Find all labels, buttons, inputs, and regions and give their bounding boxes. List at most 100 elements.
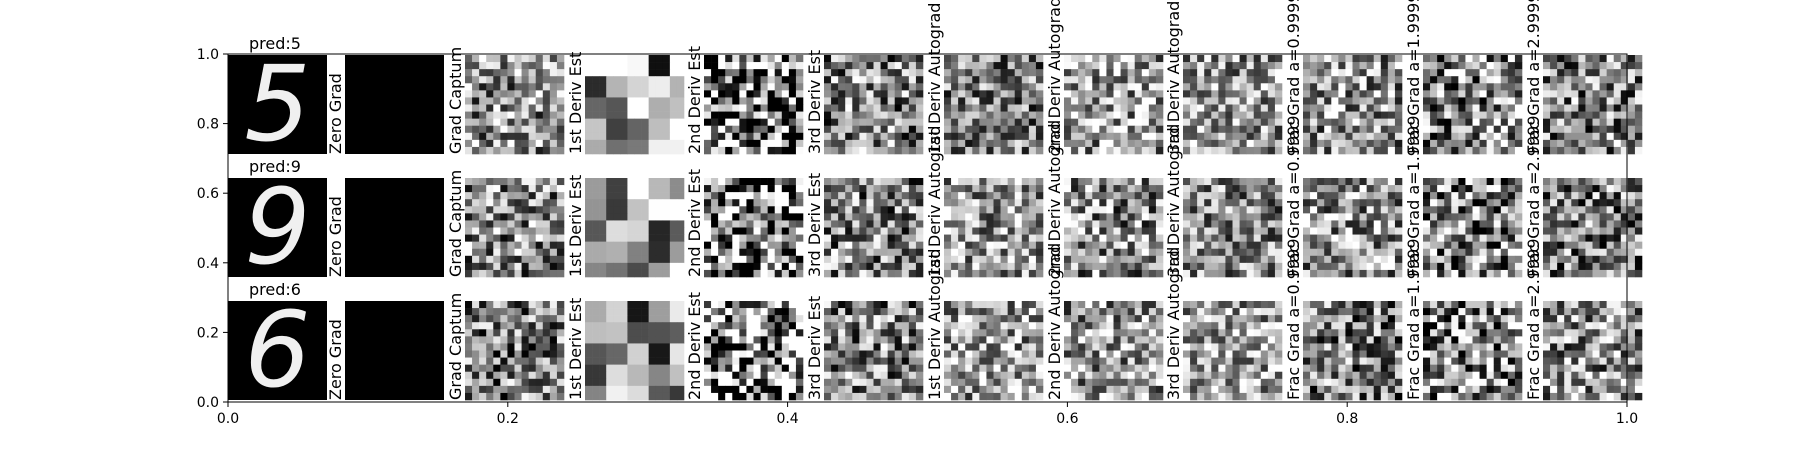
pixel [859,234,867,242]
pixel [993,139,1001,148]
pixel [1239,83,1247,91]
pixel [852,55,860,63]
pixel [944,308,952,316]
pixel [1352,111,1360,119]
pixel [1387,125,1396,134]
pixel [493,199,501,207]
pixel [1092,248,1100,257]
pixel [993,269,1001,278]
pixel [1225,227,1233,235]
pixel [866,378,874,387]
pixel [1078,392,1086,401]
pixel [965,315,973,323]
pixel [1035,336,1044,344]
pixel [1064,76,1072,84]
pixel [669,308,678,316]
pixel [1274,125,1283,134]
pixel [535,269,544,278]
pixel [521,262,529,271]
pixel [1493,83,1502,91]
pixel [760,104,768,112]
pixel [500,262,508,271]
pixel [1190,255,1198,264]
pixel [845,262,853,271]
pixel [1071,241,1079,250]
pixel [1373,139,1382,148]
pixel [521,234,529,242]
pixel [739,90,747,98]
pixel [1387,371,1396,380]
pixel [486,301,494,309]
pixel [1127,146,1136,155]
pixel [944,269,952,278]
pixel [1274,97,1283,105]
pixel [1092,90,1100,98]
pixel [838,76,846,84]
pixel [1211,357,1219,365]
pixel [1211,234,1219,242]
pixel [845,364,853,373]
pixel [993,234,1001,242]
pixel [1324,234,1332,242]
pixel [507,146,515,155]
pixel [901,255,910,264]
pixel [788,392,797,401]
pixel [979,69,987,77]
pixel [838,364,846,373]
pixel [662,371,671,380]
pixel [1197,111,1205,119]
pixel [887,378,896,387]
pixel [1190,385,1198,394]
pixel [1444,118,1452,127]
pixel [1085,199,1093,207]
pixel [972,392,980,401]
pixel [1148,118,1157,127]
pixel [486,315,494,323]
pixel [599,185,607,193]
pixel [788,199,797,207]
pixel [1324,146,1332,155]
pixel [1197,350,1205,358]
pixel [958,139,966,148]
pixel [1338,111,1346,119]
pixel [1155,343,1164,351]
pixel [1507,146,1516,155]
pixel [1225,301,1233,309]
pixel [1197,336,1205,344]
pixel [1035,357,1044,365]
pixel [1352,315,1360,323]
pixel [1099,83,1107,91]
pixel [901,111,910,119]
pixel [1465,139,1473,148]
pixel [1071,185,1079,193]
pixel [634,227,642,235]
pixel [486,378,494,387]
pixel [648,90,657,98]
pixel [1218,90,1226,98]
pixel [1352,248,1360,257]
pixel [725,329,733,337]
pixel [901,241,910,250]
pixel [641,227,649,235]
pixel [859,385,867,394]
pixel [1345,269,1353,278]
pixel [655,206,664,214]
pixel [542,111,551,119]
pixel [908,371,917,380]
pixel [556,241,565,250]
pixel [704,111,712,119]
pixel [1141,343,1150,351]
pixel [1028,241,1037,250]
pixel [944,104,952,112]
pixel [1359,213,1367,221]
pixel [1387,322,1396,330]
pixel [1085,132,1093,141]
attribution-tile [585,301,685,401]
pixel [1352,139,1360,148]
pixel [1113,308,1121,316]
pixel [514,322,522,330]
pixel [676,125,685,134]
pixel [1253,262,1262,271]
pixel [1303,118,1311,127]
pixel [965,343,973,351]
